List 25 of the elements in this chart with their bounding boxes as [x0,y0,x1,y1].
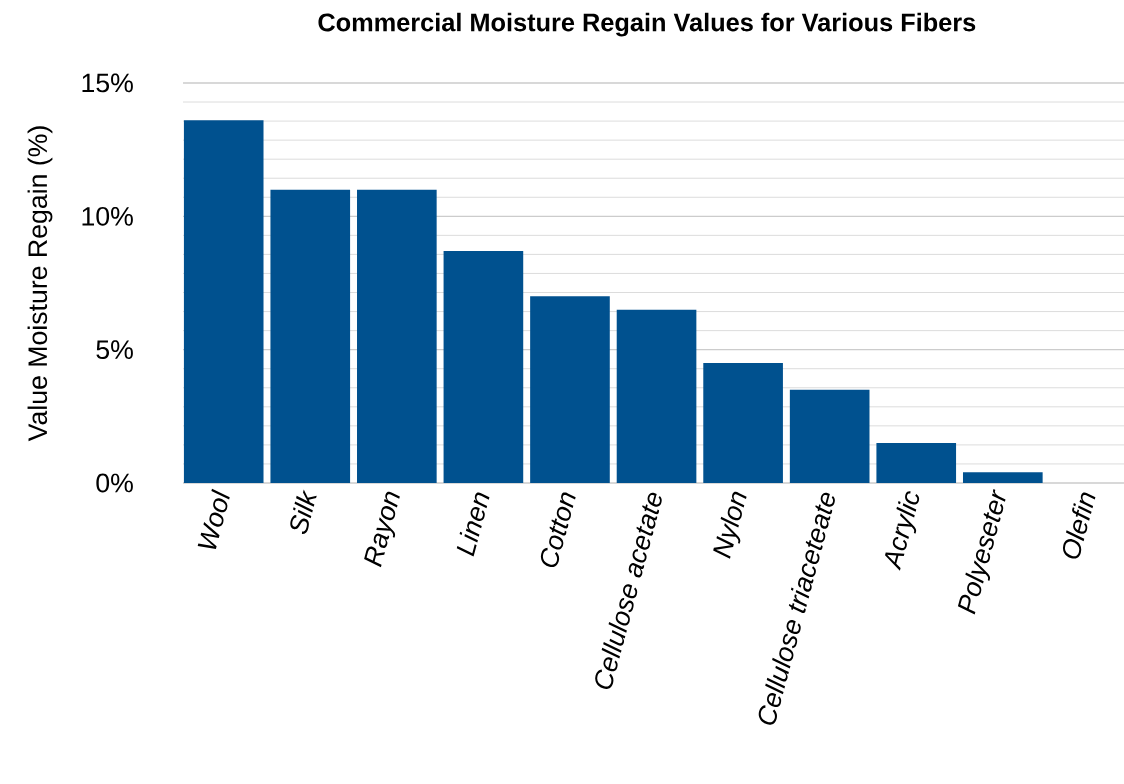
chart-title: Commercial Moisture Regain Values for Various Fibers [318,12,976,37]
bar [270,189,351,483]
x-tick-label: Wool [197,488,230,549]
bar [789,389,870,483]
bar [357,189,437,483]
x-tick-label: Acrylic [885,491,920,571]
bar [962,472,1043,483]
x-tick-label: Rayon [364,491,400,568]
x-tick-label: Cotton [540,492,576,568]
bar [616,309,697,483]
x-tick-label: Linen [456,492,490,557]
bar [703,362,783,483]
bar [530,296,610,483]
y-tick-label: 15% [82,73,133,93]
y-axis-title: Value Moisture Regain (%) [27,126,53,442]
x-tick-label: Silk [290,489,317,534]
bar [183,120,264,483]
x-tick-label: Nylon [713,491,747,559]
y-tick-label: 0% [96,473,133,493]
bar [876,442,957,483]
x-tick-label: Cellulose acetate [595,492,662,689]
bar [443,250,524,483]
y-tick-label: 5% [96,340,133,360]
y-tick-label: 10% [82,206,133,226]
x-tick-label: Olefin [1062,492,1096,559]
